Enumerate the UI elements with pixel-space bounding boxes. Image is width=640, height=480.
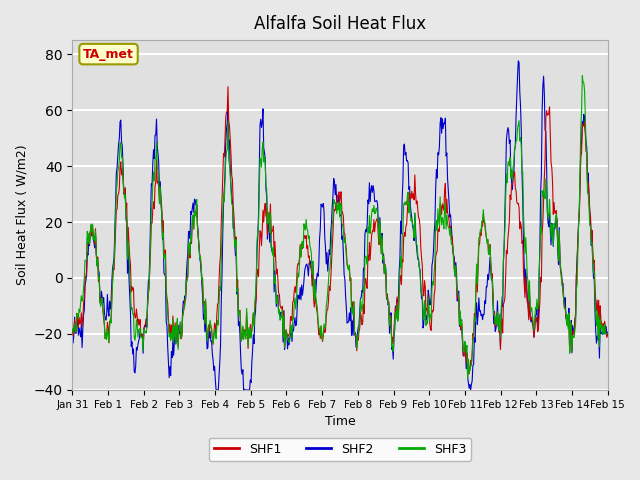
Title: Alfalfa Soil Heat Flux: Alfalfa Soil Heat Flux — [254, 15, 426, 33]
X-axis label: Time: Time — [324, 415, 355, 428]
Legend: SHF1, SHF2, SHF3: SHF1, SHF2, SHF3 — [209, 438, 471, 461]
Text: TA_met: TA_met — [83, 48, 134, 60]
Y-axis label: Soil Heat Flux ( W/m2): Soil Heat Flux ( W/m2) — [15, 144, 28, 285]
